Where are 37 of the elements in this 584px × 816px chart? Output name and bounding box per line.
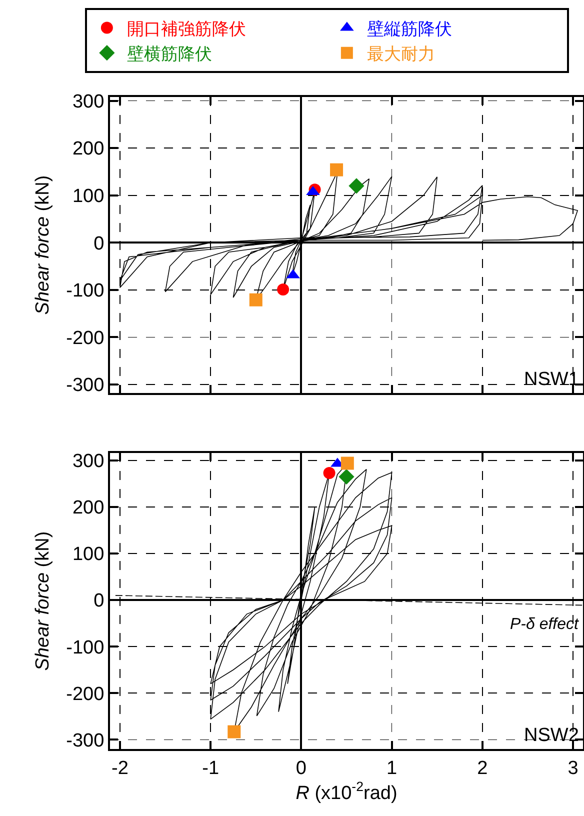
x-tick-label: -2 [112,758,128,779]
y-tick-label: 100 [72,186,104,207]
point [249,293,262,306]
y-tick-label: -200 [66,328,104,349]
point [323,467,336,480]
y-tick-label: 0 [94,233,104,254]
point [330,163,344,176]
y-axis-title: Shear force (kN) [32,175,54,315]
legend-label: 開口補強筋降伏 [126,19,246,38]
y-tick-label: 300 [72,91,104,112]
y-tick-label: -300 [66,730,104,752]
legend-label: 壁縦筋降伏 [366,19,452,38]
x-tick-label: 1 [386,758,398,779]
y-tick-label: -200 [66,684,104,705]
y-axis-title: Shear force (kN) [32,531,54,671]
legend-label: 最大耐力 [366,44,435,64]
y-tick-label: -100 [66,280,104,302]
y-tick-label: 100 [72,544,104,566]
x-tick-label: 2 [477,758,488,779]
y-tick-label: -100 [66,637,104,658]
legend-label: 壁横筋降伏 [126,44,212,64]
y-tick-label: 0 [94,590,104,612]
point [348,178,364,194]
x-tick-label: 3 [568,758,578,779]
annotation: P-δ effect [510,616,580,633]
point [338,468,354,485]
x-tick-label: -1 [202,758,220,779]
annotation: NSW2 [524,725,579,746]
y-tick-label: 200 [72,138,104,160]
y-tick-label: 300 [72,451,104,472]
y-tick-label: 200 [72,498,104,519]
point [228,725,241,738]
x-axis-title: R (x10$^{-2}$rad) [296,779,398,804]
point [340,456,354,470]
x-tick-label: 0 [296,758,306,779]
point [277,283,290,296]
y-tick-label: -300 [66,375,104,396]
